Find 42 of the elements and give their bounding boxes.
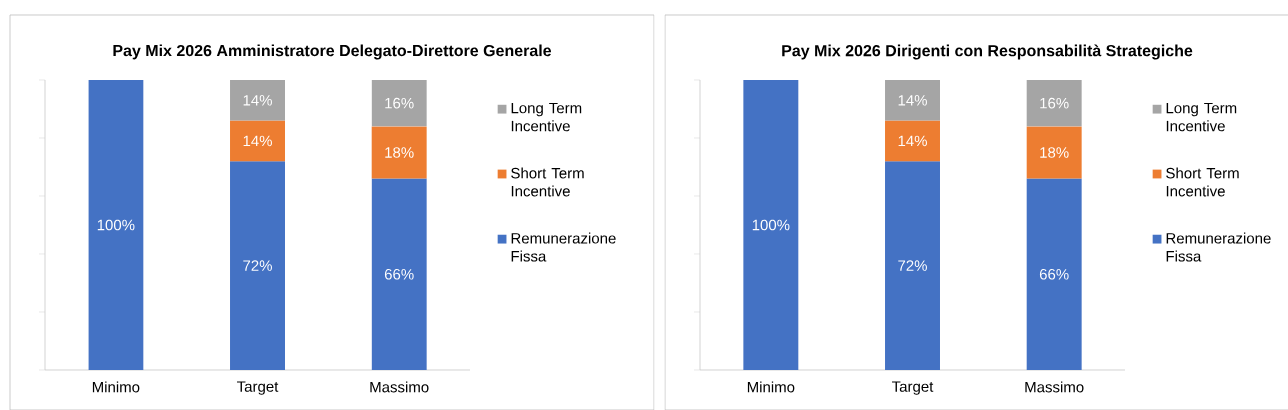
chart-title: Pay Mix 2026 Dirigenti con Responsabilità Strategiche	[782, 44, 1193, 60]
data-label: 14%	[243, 135, 272, 147]
bar	[371, 126, 427, 179]
x-tick-label: Minimo	[92, 381, 140, 393]
x-tick-label: Target	[237, 381, 279, 395]
data-label: 18%	[1040, 147, 1069, 158]
bar	[371, 79, 427, 127]
data-label: 72%	[243, 260, 272, 271]
legend-label: Remunerazione Fissa	[511, 232, 616, 262]
bar	[371, 178, 427, 370]
x-tick-label: Target	[892, 381, 934, 395]
bar	[743, 79, 799, 370]
data-label: 66%	[1039, 268, 1069, 280]
bar	[1026, 126, 1082, 179]
data-label: 100%	[97, 219, 135, 231]
data-label: 16%	[1040, 97, 1069, 109]
x-tick-label: Minimo	[747, 381, 795, 393]
data-label: 66%	[384, 268, 414, 280]
data-label: 72%	[898, 260, 927, 271]
legend-label: Short Term Incentive	[1166, 167, 1239, 197]
data-label: 100%	[752, 219, 790, 231]
bar	[885, 79, 940, 121]
bar	[230, 161, 285, 370]
data-label: 14%	[243, 95, 272, 106]
bar	[230, 79, 285, 121]
x-tick-label: Massimo	[370, 381, 429, 393]
bar	[1026, 178, 1082, 370]
legend-label: Remunerazione Fissa	[1166, 232, 1271, 262]
bar	[1026, 79, 1082, 127]
data-label: 14%	[898, 95, 927, 106]
data-label: 18%	[385, 147, 414, 158]
legend-label: Long Term Incentive	[1166, 102, 1237, 132]
legend-label: Short Term Incentive	[511, 167, 584, 197]
chart-title: Pay Mix 2026 Amministratore Delegato-Direttore Generale	[113, 44, 552, 60]
x-tick-label: Massimo	[1025, 381, 1084, 393]
bar	[885, 120, 940, 162]
data-label: 16%	[385, 97, 414, 109]
data-label: 14%	[898, 135, 927, 147]
legend-label: Long Term Incentive	[511, 102, 582, 132]
bar	[885, 161, 940, 370]
bar	[230, 120, 285, 162]
bar	[88, 79, 144, 370]
